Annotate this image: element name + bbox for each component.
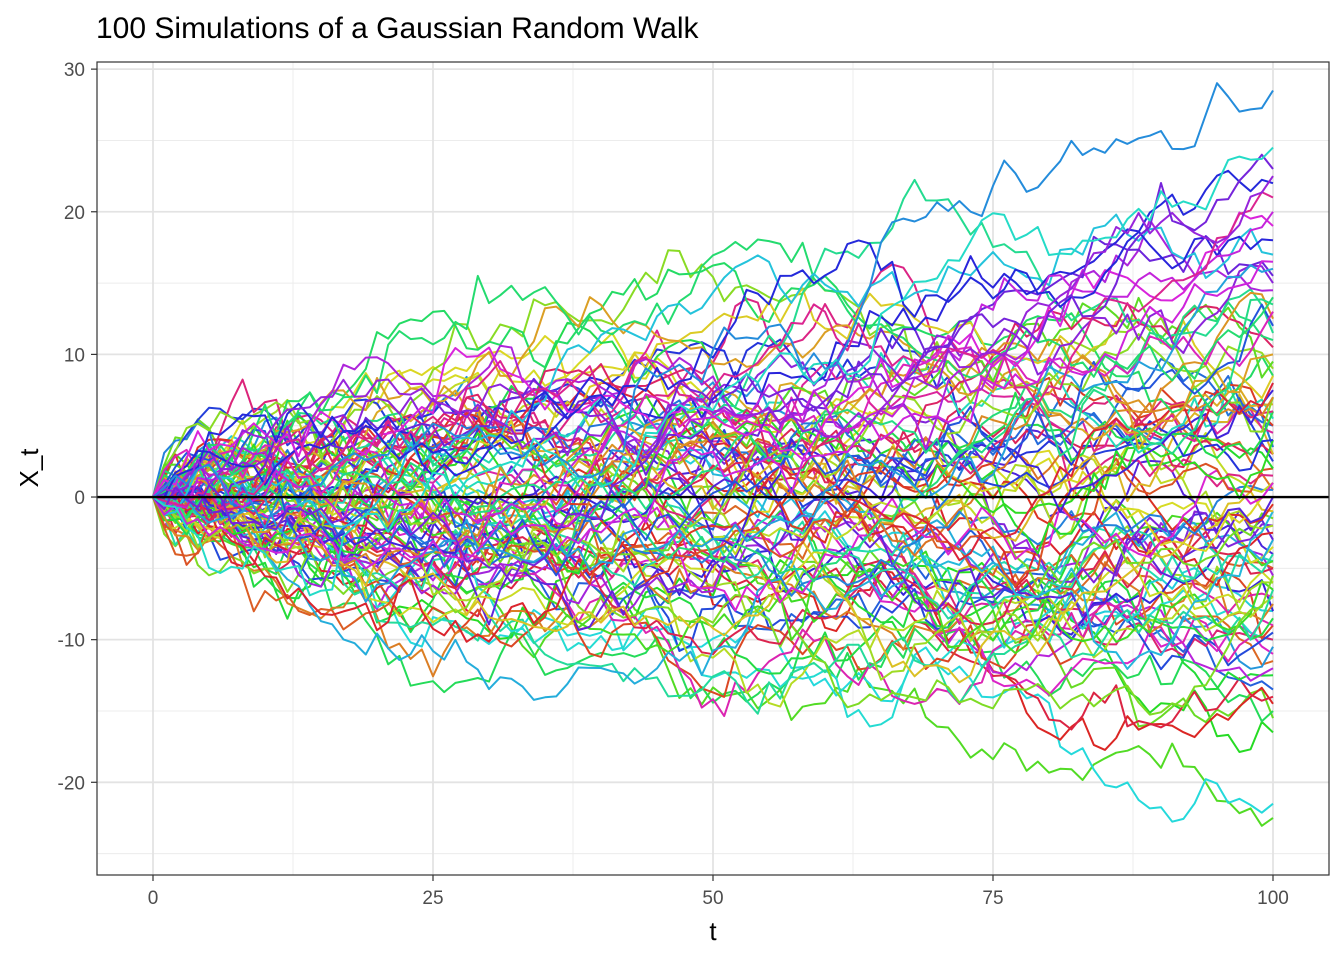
series-line	[152, 218, 1274, 498]
y-tick-label: 20	[64, 203, 85, 224]
series-line	[152, 235, 1274, 514]
series-line	[152, 262, 1274, 498]
series-line	[152, 169, 1274, 499]
series-line	[152, 496, 1274, 716]
series-line	[152, 479, 1274, 751]
series-line	[152, 211, 1274, 525]
y-tick-label: 30	[64, 60, 85, 81]
y-tick-label: 10	[64, 345, 85, 366]
series-line	[152, 332, 1274, 564]
series-lines	[152, 82, 1274, 827]
chart-title: 100 Simulations of a Gaussian Random Wal…	[96, 12, 700, 45]
series-line	[152, 82, 1274, 529]
series-line	[152, 264, 1274, 503]
x-tick-label: 50	[702, 888, 723, 909]
series-line	[152, 264, 1274, 603]
plot-area	[96, 61, 1330, 876]
series-line	[152, 153, 1274, 584]
series-line	[152, 424, 1274, 602]
x-tick-label: 25	[422, 888, 443, 909]
series-line	[152, 335, 1274, 552]
series-line	[152, 440, 1274, 670]
series-line	[152, 311, 1274, 546]
series-line	[152, 175, 1274, 498]
series-line	[152, 496, 1274, 723]
series-line	[152, 393, 1274, 564]
series-line	[152, 301, 1274, 583]
series-line	[152, 494, 1274, 701]
x-tick-label: 100	[1257, 888, 1289, 909]
series-line	[152, 298, 1274, 520]
x-tick-label: 75	[982, 888, 1003, 909]
series-line	[152, 287, 1274, 532]
y-tick-label: -10	[58, 631, 85, 652]
series-line	[152, 358, 1274, 568]
series-line	[152, 213, 1274, 528]
y-axis-title: X_t	[14, 448, 44, 488]
series-line	[152, 191, 1274, 510]
series-line	[152, 296, 1274, 514]
series-line	[152, 479, 1274, 616]
x-axis-title: t	[709, 916, 717, 946]
series-line	[152, 418, 1274, 575]
series-line	[152, 435, 1274, 639]
series-line	[152, 260, 1274, 570]
series-line	[152, 396, 1274, 573]
series-line	[152, 146, 1274, 597]
y-tick-label: 0	[74, 488, 85, 509]
series-line	[152, 291, 1274, 544]
series-line	[152, 321, 1274, 536]
y-tick-label: -20	[58, 773, 85, 794]
series-line	[152, 296, 1274, 513]
series-line	[152, 238, 1274, 498]
series-line	[152, 457, 1274, 587]
series-line	[152, 249, 1274, 498]
series-line	[152, 478, 1274, 684]
y-axis: -20 -10 0 10 20 30	[58, 60, 97, 794]
x-tick-label: 0	[148, 888, 159, 909]
series-line	[152, 433, 1274, 631]
x-axis: 0 25 50 75 100	[148, 875, 1289, 909]
